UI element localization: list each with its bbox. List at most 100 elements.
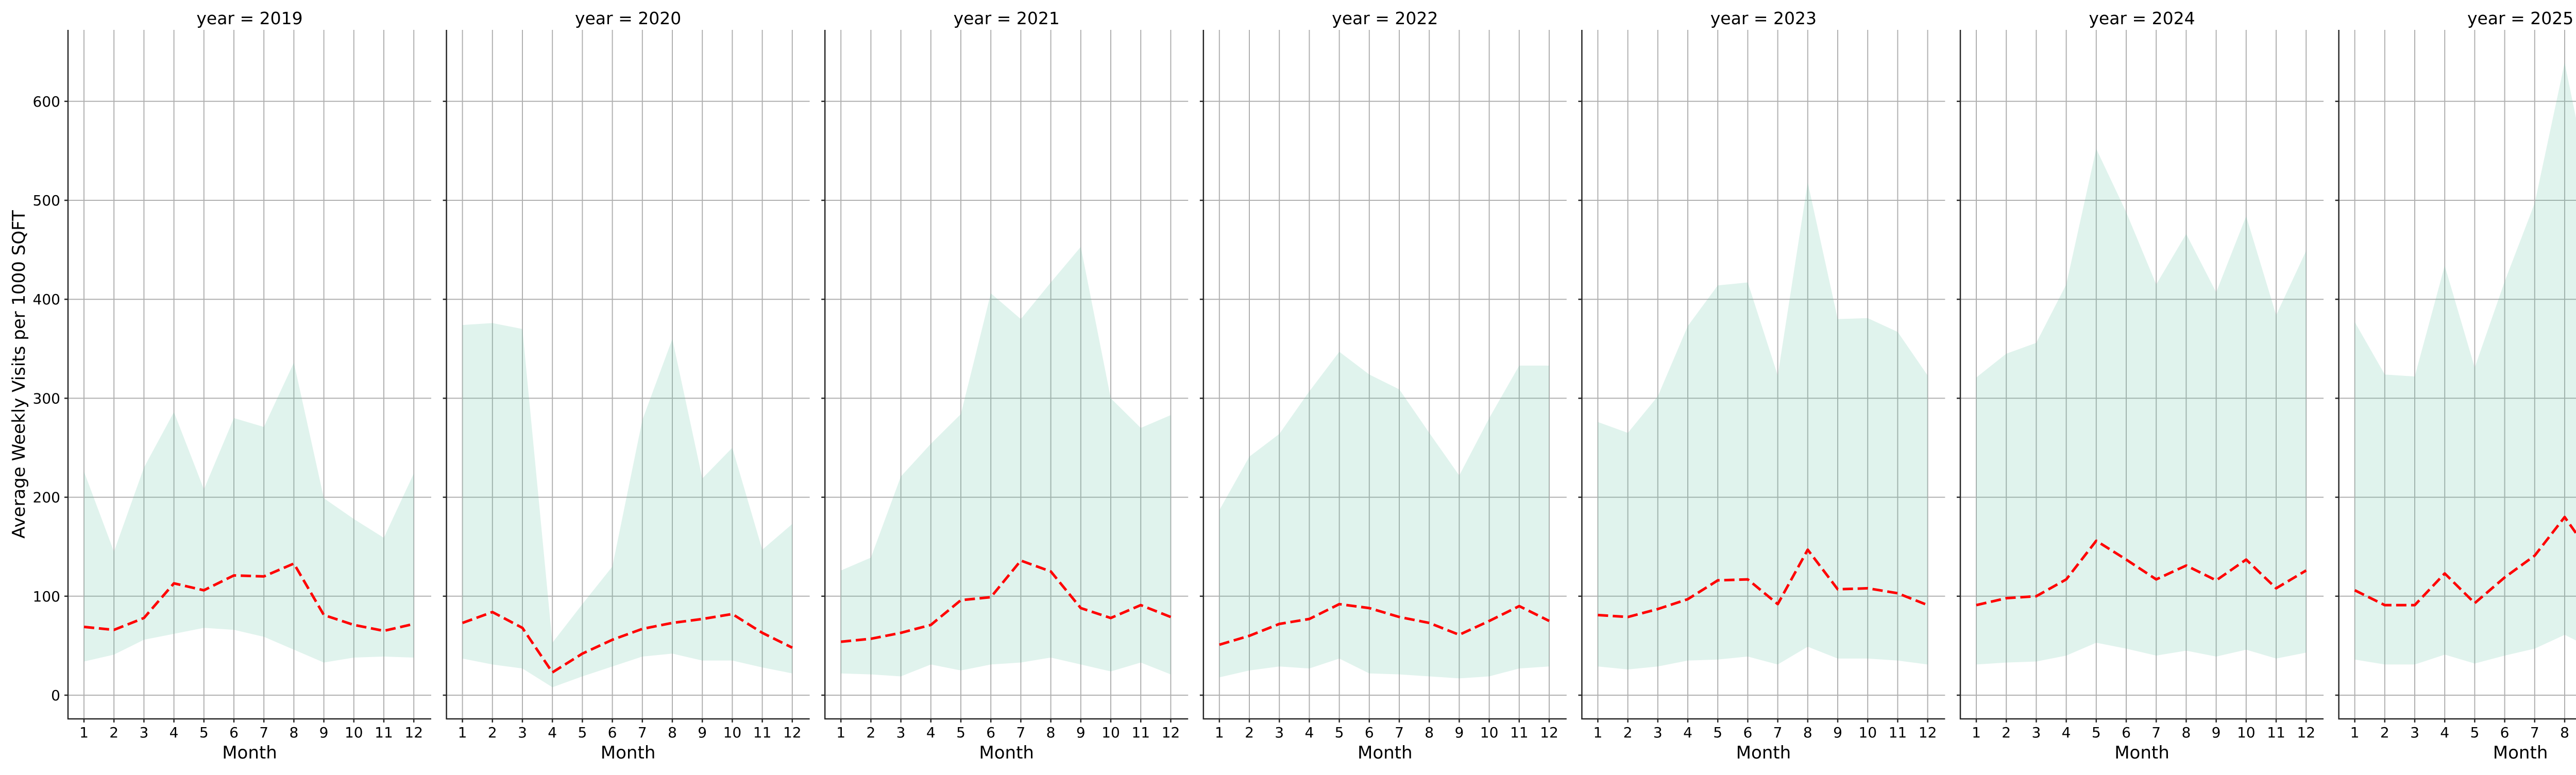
x-tick-label: 4 (2062, 724, 2071, 741)
x-tick-label: 9 (1833, 724, 1842, 741)
x-tick-label: 9 (698, 724, 707, 741)
x-tick-label: 3 (896, 724, 906, 741)
x-tick-label: 3 (1275, 724, 1284, 741)
x-tick-label: 2 (866, 724, 875, 741)
y-axis-label: Average Weekly Visits per 1000 SQFT (9, 210, 29, 539)
x-tick-label: 4 (926, 724, 936, 741)
x-tick-label: 5 (578, 724, 587, 741)
x-tick-label: 7 (1016, 724, 1025, 741)
panel-2025: year = 2025123456789101112Month (2335, 8, 2576, 763)
x-tick-label: 12 (1162, 724, 1180, 741)
x-tick-label: 8 (2560, 724, 2569, 741)
percentile-band (84, 363, 414, 663)
x-tick-label: 7 (1395, 724, 1404, 741)
x-tick-label: 10 (723, 724, 742, 741)
x-tick-label: 11 (753, 724, 772, 741)
panel-title: year = 2020 (575, 8, 681, 28)
x-tick-label: 8 (2181, 724, 2191, 741)
x-tick-label: 12 (1540, 724, 1558, 741)
x-tick-label: 7 (259, 724, 268, 741)
x-tick-label: 3 (2410, 724, 2419, 741)
x-tick-label: 5 (1713, 724, 1722, 741)
x-tick-label: 12 (783, 724, 802, 741)
x-tick-label: 11 (375, 724, 393, 741)
x-tick-label: 11 (1510, 724, 1529, 741)
median-line (1976, 539, 2307, 607)
median-line (840, 559, 1172, 643)
x-tick-label: 8 (1425, 724, 1434, 741)
panel-title: year = 2021 (954, 8, 1060, 28)
x-tick-label: 5 (2470, 724, 2479, 741)
x-tick-label: 10 (1101, 724, 1120, 741)
x-tick-label: 1 (1972, 724, 1981, 741)
x-tick-label: 2 (1245, 724, 1254, 741)
x-tick-label: 6 (2500, 724, 2510, 741)
x-tick-label: 4 (1304, 724, 1314, 741)
x-tick-label: 1 (79, 724, 89, 741)
panel-title: year = 2019 (196, 8, 302, 28)
x-tick-label: 8 (1803, 724, 1812, 741)
x-tick-label: 9 (319, 724, 329, 741)
x-tick-label: 5 (956, 724, 965, 741)
x-tick-label: 2 (488, 724, 497, 741)
x-tick-label: 6 (1743, 724, 1752, 741)
x-tick-label: 1 (458, 724, 467, 741)
x-tick-label: 7 (638, 724, 647, 741)
percentile-band (462, 323, 792, 687)
median-line (1598, 548, 1928, 618)
median-line (1219, 602, 1550, 646)
percentile-band (1598, 182, 1928, 670)
x-tick-label: 11 (2267, 724, 2285, 741)
x-tick-label: 9 (1454, 724, 1464, 741)
gridlines (68, 30, 431, 719)
percentile-band (1219, 352, 1549, 679)
y-tick-label: 200 (33, 489, 60, 506)
x-tick-label: 7 (1773, 724, 1783, 741)
x-tick-label: 12 (2297, 724, 2315, 741)
x-tick-label: 11 (1889, 724, 1907, 741)
gridlines (1960, 30, 2324, 719)
y-tick-label: 100 (33, 588, 60, 605)
x-tick-label: 3 (1653, 724, 1663, 741)
x-tick-label: 4 (2440, 724, 2449, 741)
x-tick-label: 9 (1076, 724, 1086, 741)
x-tick-label: 7 (2151, 724, 2161, 741)
percentile-band (841, 247, 1171, 677)
x-tick-label: 4 (170, 724, 179, 741)
x-tick-label: 12 (404, 724, 423, 741)
x-tick-label: 8 (1046, 724, 1056, 741)
x-axis-label: Month (2493, 743, 2548, 763)
x-tick-label: 1 (1215, 724, 1224, 741)
x-tick-label: 2 (1623, 724, 1633, 741)
y-tick-label: 300 (33, 390, 60, 407)
panel-title: year = 2022 (1332, 8, 1438, 28)
x-tick-label: 3 (2031, 724, 2041, 741)
x-tick-label: 1 (836, 724, 845, 741)
x-tick-label: 5 (1335, 724, 1344, 741)
x-tick-label: 6 (1365, 724, 1374, 741)
x-tick-label: 8 (289, 724, 298, 741)
panel-title: year = 2023 (1710, 8, 1817, 28)
x-tick-label: 10 (2237, 724, 2256, 741)
x-axis-label: Month (979, 743, 1034, 763)
x-tick-label: 2 (2380, 724, 2389, 741)
x-axis-label: Month (1736, 743, 1791, 763)
x-axis-label: Month (222, 743, 277, 763)
x-tick-label: 6 (608, 724, 617, 741)
x-tick-label: 3 (518, 724, 527, 741)
x-tick-label: 8 (668, 724, 677, 741)
x-tick-label: 11 (1131, 724, 1150, 741)
x-tick-label: 12 (1919, 724, 1937, 741)
gridlines (446, 30, 810, 719)
percentile-band (2354, 62, 2576, 665)
x-tick-label: 10 (345, 724, 363, 741)
x-tick-label: 10 (1858, 724, 1877, 741)
